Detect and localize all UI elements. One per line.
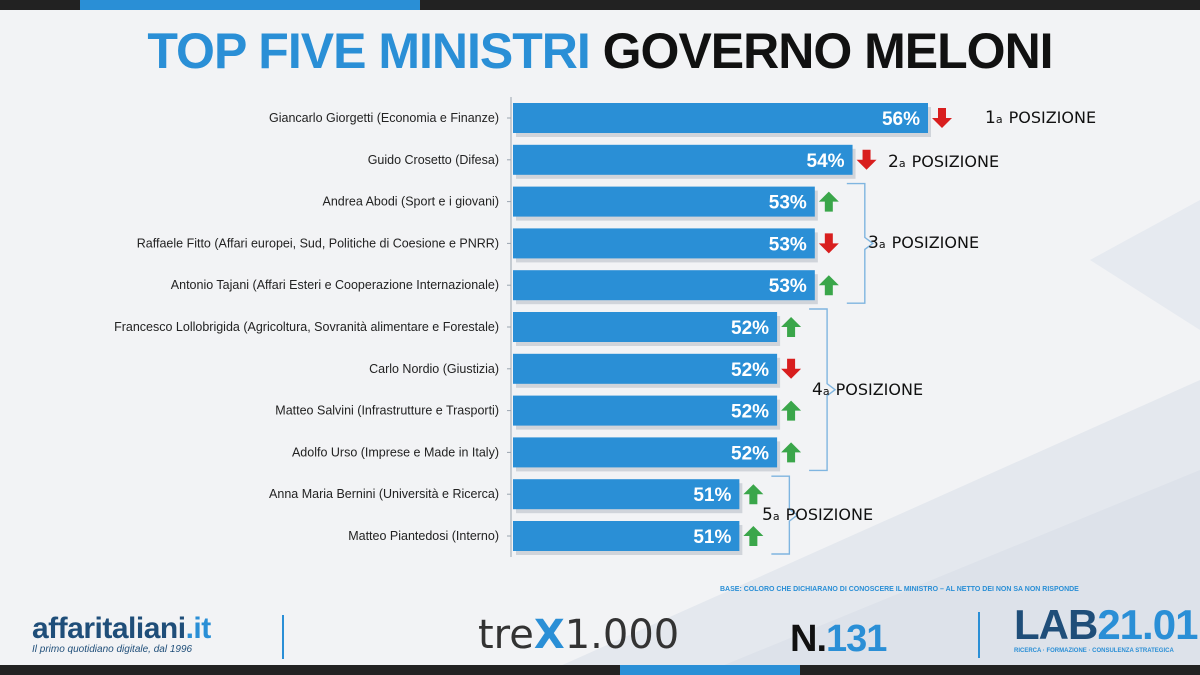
category-label: Antonio Tajani (Affari Esteri e Cooperaz… xyxy=(171,278,499,292)
trex-pre: tre xyxy=(478,612,534,658)
value-label: 51% xyxy=(693,527,731,548)
category-label: Giancarlo Giorgetti (Economia e Finanze) xyxy=(269,111,499,125)
value-label: 52% xyxy=(731,318,769,339)
category-label: Anna Maria Bernini (Università e Ricerca… xyxy=(269,487,499,501)
value-label: 52% xyxy=(731,360,769,381)
value-label: 53% xyxy=(769,193,807,214)
bar-chart: Giancarlo Giorgetti (Economia e Finanze)… xyxy=(114,97,952,557)
trend-up-arrow-icon xyxy=(743,526,764,546)
rank-label: 1a POSIZIONE xyxy=(985,108,1096,128)
issue-number-prefix: N. xyxy=(790,618,827,660)
value-label: 53% xyxy=(769,234,807,255)
lab2101-logo: LAB21.01 RICERCA · FORMAZIONE · CONSULEN… xyxy=(1014,601,1198,655)
bar xyxy=(513,437,778,468)
rank-text: POSIZIONE xyxy=(835,379,924,399)
rank-text: POSIZIONE xyxy=(891,233,980,253)
lab-logo-left: LAB xyxy=(1014,601,1098,648)
value-label: 51% xyxy=(693,485,731,506)
rank-ordinal: a xyxy=(898,156,906,170)
value-label: 52% xyxy=(731,443,769,464)
rank-number: 5 xyxy=(762,505,773,526)
category-label: Francesco Lollobrigida (Agricoltura, Sov… xyxy=(114,320,499,334)
bar xyxy=(513,228,815,259)
value-label: 52% xyxy=(731,402,769,423)
trex-logo: treX1.000 xyxy=(478,612,679,658)
trend-down-arrow-icon xyxy=(781,358,802,379)
category-label: Andrea Abodi (Sport e i giovani) xyxy=(323,195,500,209)
trend-up-arrow-icon xyxy=(781,317,802,337)
trex-x: X xyxy=(533,612,565,658)
base-note: BASE: COLORO CHE DICHIARANO DI CONOSCERE… xyxy=(720,586,1079,593)
rank-label: 4a POSIZIONE xyxy=(812,380,923,400)
bar xyxy=(513,521,740,551)
page-title: TOP FIVE MINISTRI GOVERNO MELONI xyxy=(0,22,1200,80)
bar xyxy=(513,103,928,133)
value-label: 56% xyxy=(882,109,920,130)
affari-logo-name: affaritaliani xyxy=(32,612,186,645)
category-label: Carlo Nordio (Giustizia) xyxy=(369,362,499,376)
rank-ordinal: a xyxy=(995,113,1003,126)
category-label: Matteo Salvini (Infrastrutture e Traspor… xyxy=(275,404,499,418)
rank-bracket xyxy=(809,308,837,472)
rank-label: 3a POSIZIONE xyxy=(868,233,979,253)
bar xyxy=(513,353,778,384)
category-label: Raffaele Fitto (Affari europei, Sud, Pol… xyxy=(137,236,499,250)
category-label: Guido Crosetto (Difesa) xyxy=(368,153,499,167)
rank-ordinal: a xyxy=(772,510,780,524)
rank-label: 5a POSIZIONE xyxy=(762,505,873,525)
bar xyxy=(513,186,815,217)
bar xyxy=(513,395,778,426)
rank-text: POSIZIONE xyxy=(785,505,874,525)
trend-down-arrow-icon xyxy=(856,149,877,170)
trend-up-arrow-icon xyxy=(781,400,802,421)
trend-up-arrow-icon xyxy=(781,442,802,463)
top-bar xyxy=(0,0,1200,10)
rank-ordinal: a xyxy=(878,238,886,252)
bar xyxy=(513,312,778,342)
trend-up-arrow-icon xyxy=(743,484,764,505)
title-part-2: GOVERNO MELONI xyxy=(602,23,1054,79)
issue-number: N.131 xyxy=(790,618,887,661)
trend-up-arrow-icon xyxy=(818,275,839,296)
category-label: Matteo Piantedosi (Interno) xyxy=(348,529,499,543)
rank-bracket xyxy=(771,475,799,555)
rank-text: POSIZIONE xyxy=(911,151,1000,171)
lab-tagline: RICERCA · FORMAZIONE · CONSULENZA STRATE… xyxy=(1014,648,1174,654)
footer-divider-2 xyxy=(978,612,980,658)
trex-post: 1.000 xyxy=(564,612,680,658)
rank-number: 2 xyxy=(888,151,899,172)
bar xyxy=(513,270,815,301)
lab-logo-right: 21.01 xyxy=(1097,601,1198,648)
category-label: Adolfo Urso (Imprese e Made in Italy) xyxy=(292,445,499,459)
affari-tagline: Il primo quotidiano digitale, dal 1996 xyxy=(32,644,193,655)
trend-down-arrow-icon xyxy=(932,108,952,128)
rank-number: 3 xyxy=(868,233,879,254)
bottom-bar-accent xyxy=(620,665,800,675)
value-label: 53% xyxy=(769,276,807,297)
rank-bracket xyxy=(846,182,874,304)
value-label: 54% xyxy=(807,151,845,172)
bottom-bar xyxy=(0,665,1200,675)
issue-number-value: 131 xyxy=(826,618,887,660)
bar xyxy=(513,479,740,510)
rank-ordinal: a xyxy=(822,384,830,398)
rank-number: 4 xyxy=(812,379,823,400)
affaritaliani-logo: affaritaliani.it Il primo quotidiano dig… xyxy=(32,612,211,655)
rank-text: POSIZIONE xyxy=(1008,108,1097,127)
rank-label: 2a POSIZIONE xyxy=(888,152,999,172)
affari-logo-suffix: .it xyxy=(185,612,212,645)
trend-up-arrow-icon xyxy=(818,191,839,212)
bar xyxy=(513,144,853,175)
top-bar-accent xyxy=(80,0,420,10)
rank-number: 1 xyxy=(985,108,996,128)
trend-down-arrow-icon xyxy=(818,233,839,254)
title-part-1: TOP FIVE MINISTRI xyxy=(147,23,590,79)
footer-divider-1 xyxy=(282,615,284,659)
